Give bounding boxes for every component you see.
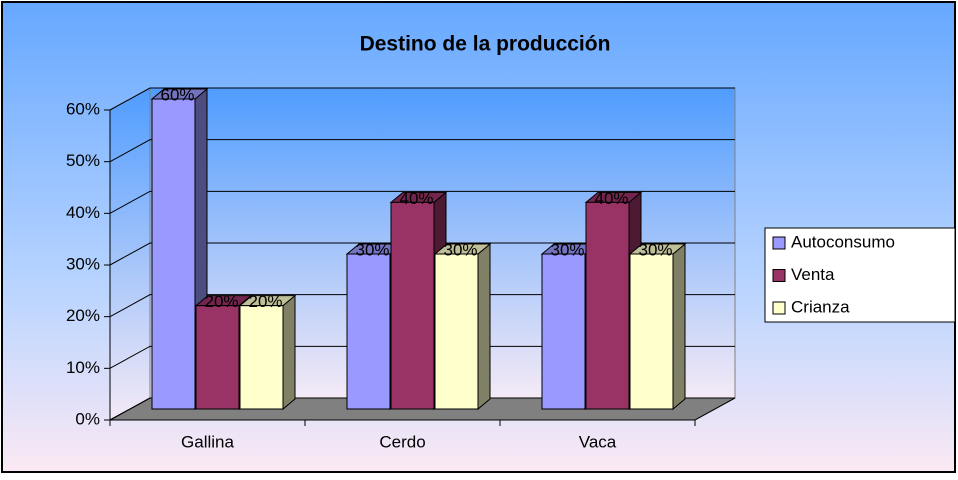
bar — [541, 253, 586, 410]
grid-line — [109, 242, 735, 266]
legend-swatch — [772, 236, 786, 250]
grid-line — [109, 294, 735, 318]
x-tick-label: Cerdo — [379, 432, 425, 451]
x-tick-label: Gallina — [181, 432, 234, 451]
grid-line — [109, 190, 735, 214]
data-label: 40% — [399, 189, 433, 208]
legend-swatch — [772, 301, 786, 315]
y-tick-label: 50% — [66, 151, 100, 170]
bar-side — [672, 242, 686, 411]
bar — [629, 253, 674, 410]
data-label: 30% — [355, 240, 389, 259]
legend-label: Venta — [791, 265, 835, 284]
y-tick-label: 0% — [75, 409, 100, 428]
legend — [764, 227, 956, 323]
grid-line — [109, 397, 735, 421]
data-label: 20% — [204, 292, 238, 311]
y-tick-label: 30% — [66, 254, 100, 273]
legend-label: Crianza — [791, 297, 850, 316]
data-label: 30% — [443, 240, 477, 259]
grid-line — [109, 139, 735, 163]
y-tick-label: 40% — [66, 203, 100, 222]
legend-label: Autoconsumo — [791, 232, 895, 251]
data-label: 40% — [594, 189, 628, 208]
x-tick-label: Vaca — [579, 432, 617, 451]
y-tick-label: 60% — [66, 99, 100, 118]
bar — [195, 305, 240, 410]
data-label: 60% — [160, 85, 194, 104]
bar-side — [477, 242, 491, 411]
legend-swatch — [772, 269, 786, 282]
bar — [585, 201, 630, 410]
bar-side — [282, 294, 296, 411]
chart-title: Destino de la producción — [360, 33, 611, 56]
grid-line — [109, 87, 735, 111]
bar — [434, 253, 479, 410]
grid-line — [109, 345, 735, 369]
bar — [346, 253, 391, 410]
bar — [239, 305, 284, 410]
y-tick-label: 20% — [66, 306, 100, 325]
data-label: 30% — [638, 240, 672, 259]
data-label: 30% — [550, 240, 584, 259]
data-label: 20% — [248, 292, 282, 311]
bar — [390, 201, 435, 410]
bar — [151, 98, 196, 410]
y-tick-label: 10% — [66, 358, 100, 377]
